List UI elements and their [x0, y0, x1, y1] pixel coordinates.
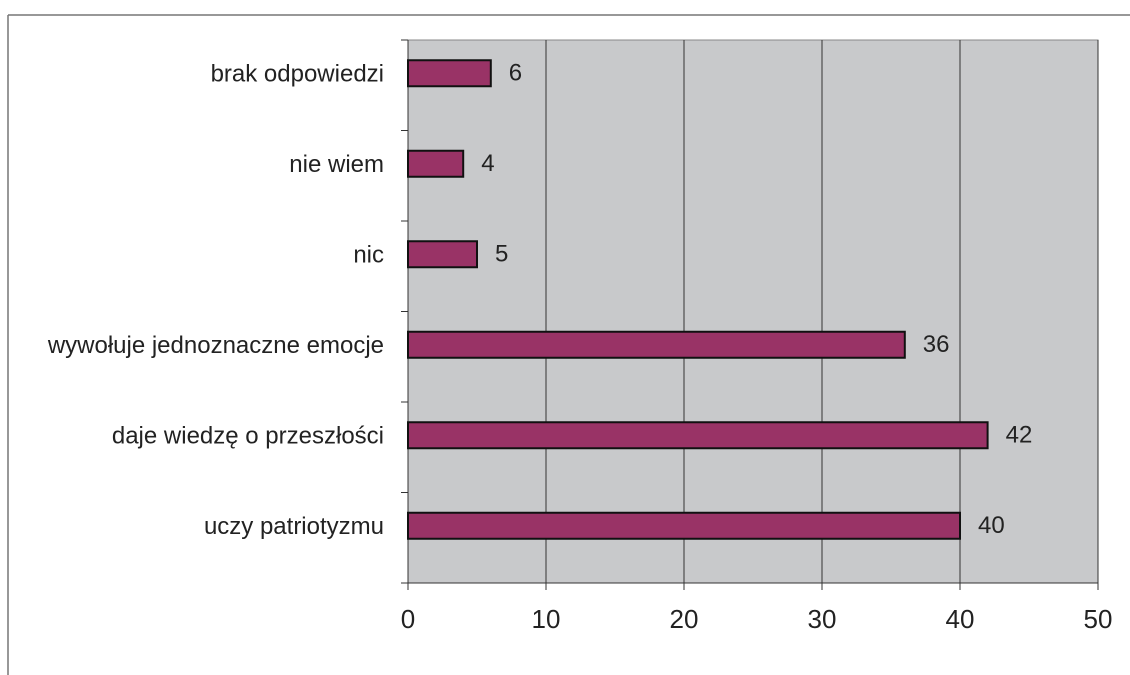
y-tick-label: uczy patriotyzmu — [204, 513, 384, 540]
bar — [407, 511, 961, 540]
y-tick-label: wywołuje jednoznaczne emocje — [47, 332, 384, 359]
data-label: 4 — [481, 150, 494, 177]
bar — [407, 149, 465, 178]
data-label: 42 — [1006, 422, 1033, 449]
data-label: 40 — [978, 512, 1005, 539]
y-tick-label: nic — [353, 242, 384, 269]
y-tick-label: nie wiem — [289, 151, 384, 178]
x-tick-label: 0 — [401, 604, 415, 634]
bar — [407, 59, 492, 88]
y-tick-label: daje wiedzę o przeszłości — [112, 423, 384, 450]
x-tick-label: 40 — [946, 604, 975, 634]
data-label: 6 — [509, 60, 522, 87]
x-tick-label: 30 — [808, 604, 837, 634]
x-tick-label: 10 — [532, 604, 561, 634]
bar — [407, 240, 478, 269]
y-tick-label: brak odpowiedzi — [211, 61, 384, 88]
bar — [407, 421, 989, 450]
data-label: 36 — [923, 331, 950, 358]
x-tick-label: 50 — [1084, 604, 1113, 634]
plot-area — [407, 39, 1099, 584]
bar — [407, 330, 906, 359]
data-label: 5 — [495, 241, 508, 268]
x-tick-label: 20 — [670, 604, 699, 634]
